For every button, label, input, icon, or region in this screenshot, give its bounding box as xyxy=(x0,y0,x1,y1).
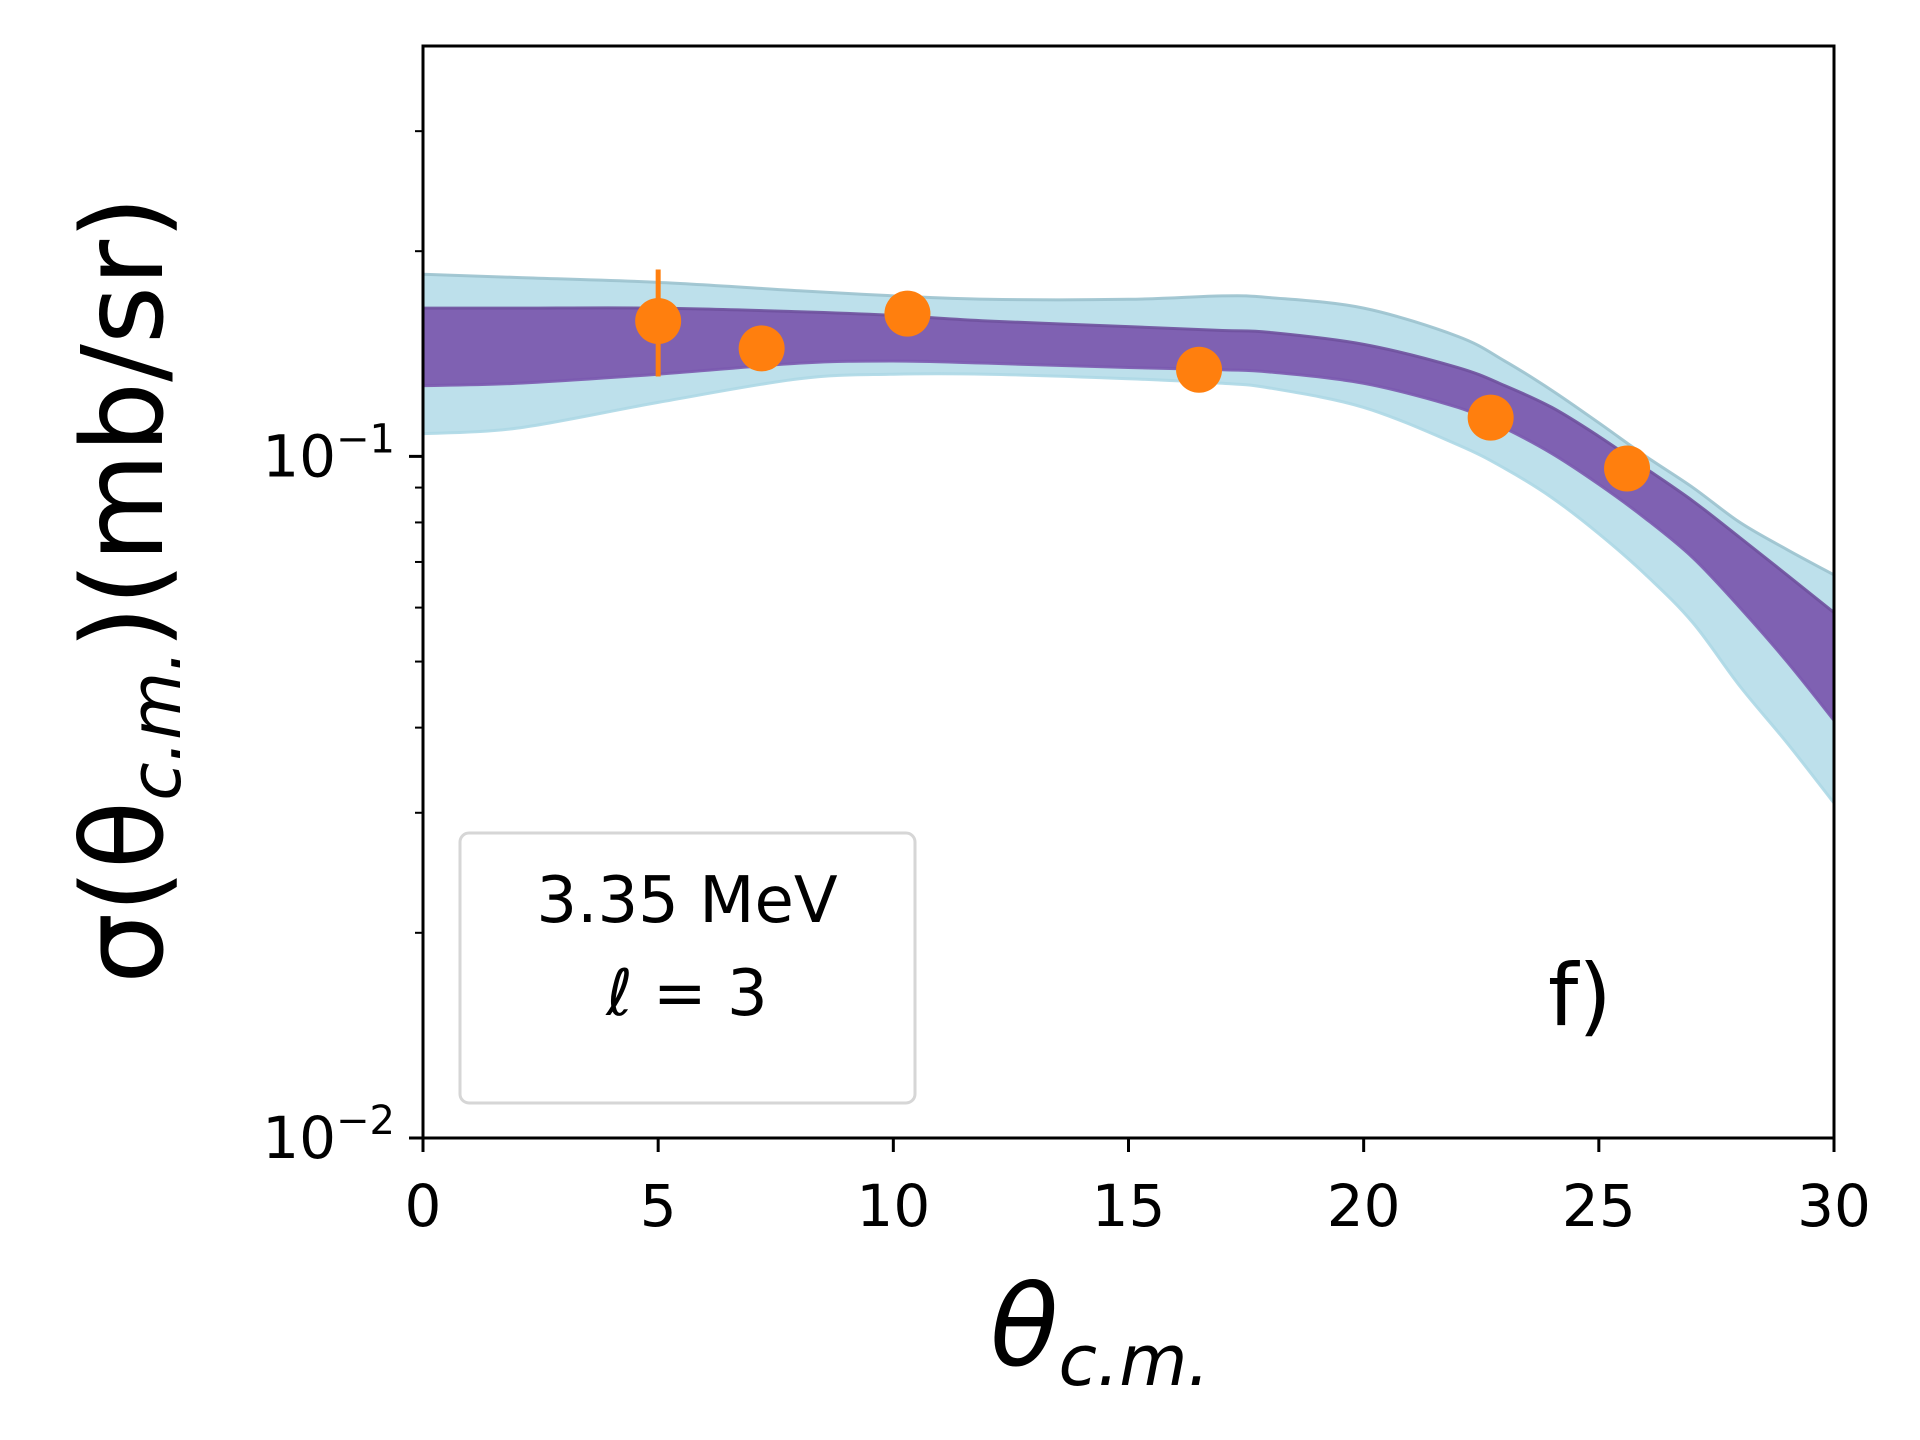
y-tick-label: 10−1 xyxy=(262,416,395,490)
x-axis-label: θc.m. xyxy=(990,1262,1210,1402)
legend: 3.35 MeV ℓ = 3 xyxy=(458,831,917,1105)
x-tick-label: 0 xyxy=(405,1172,442,1240)
band-upper-edge-1 xyxy=(423,306,1835,614)
x-tick-label: 10 xyxy=(856,1172,930,1240)
legend-energy: 3.35 MeV xyxy=(536,864,837,938)
panel-label: f) xyxy=(1548,946,1612,1046)
x-tick-label: 20 xyxy=(1327,1172,1401,1240)
y-tick-label: 10−2 xyxy=(262,1098,395,1172)
x-tick-label: 25 xyxy=(1562,1172,1636,1240)
x-tick-label: 30 xyxy=(1797,1172,1871,1240)
band-lower-edge-0 xyxy=(422,372,1836,804)
uncertainty-bands xyxy=(422,272,1836,804)
axis-ticks: 0 5 10 15 20 25 30 10−2 10−1 xyxy=(262,130,1871,1240)
y-axis-label: σ(θc.m.)(mb/sr) xyxy=(59,196,197,984)
x-tick-label: 15 xyxy=(1092,1172,1166,1240)
legend-l-value: ℓ = 3 xyxy=(605,957,767,1031)
data-points xyxy=(635,269,1651,492)
legend-box xyxy=(458,831,917,1105)
data-point xyxy=(738,325,785,372)
x-tick-label: 5 xyxy=(640,1172,677,1240)
data-point xyxy=(884,290,931,337)
band-upper-edge-0 xyxy=(422,272,1835,577)
data-point xyxy=(1467,394,1514,441)
data-point xyxy=(635,297,682,344)
data-point xyxy=(1604,445,1651,492)
data-point xyxy=(1176,346,1223,393)
